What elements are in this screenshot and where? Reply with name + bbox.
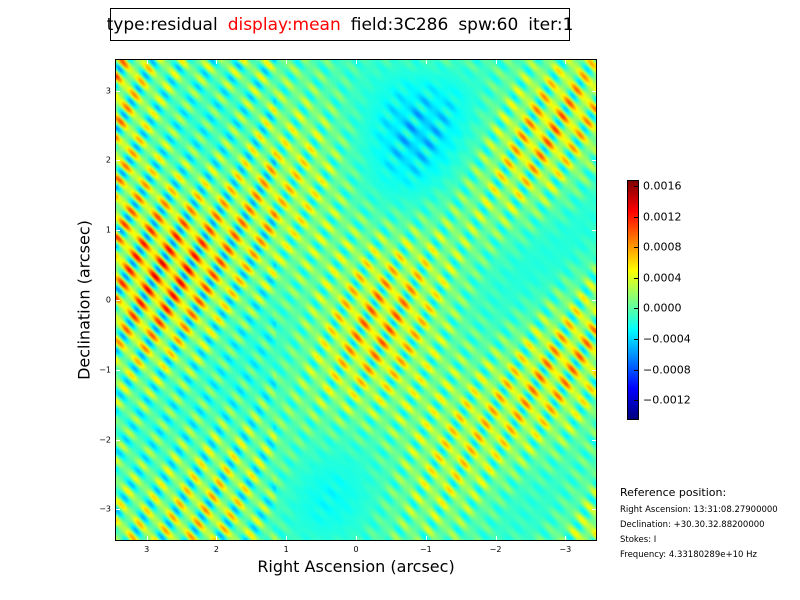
y-tick-mark: [116, 369, 120, 371]
plot-title: type:residual display:mean field:3C286 s…: [106, 8, 574, 41]
reference-stokes: Stokes: I: [620, 535, 657, 545]
y-tick-mark: [592, 369, 596, 371]
reference-position-panel: Reference position: Right Ascension: 13:…: [620, 486, 778, 565]
title-type: type:residual: [106, 14, 218, 35]
x-tick-mark: [425, 60, 427, 64]
y-tick-mark: [116, 160, 120, 162]
colorbar-tick-mark: [634, 400, 639, 402]
reference-dec: Declination: +30.30.32.88200000: [620, 520, 765, 530]
colorbar-tick-label: 0.0000: [643, 301, 682, 315]
colorbar-tick-label: −0.0004: [643, 332, 691, 346]
x-tick-label: 0: [353, 545, 359, 554]
x-tick-mark: [286, 536, 288, 540]
y-tick-label: 3: [105, 86, 111, 96]
reference-ra: Right Ascension: 13:31:08.27900000: [620, 505, 778, 515]
x-tick-label: 2: [213, 545, 219, 554]
colorbar-tick-label: 0.0012: [643, 210, 682, 224]
y-tick-label: −3: [99, 504, 111, 514]
colorbar-tick-label: 0.0008: [643, 240, 682, 254]
x-tick-mark: [565, 536, 567, 540]
title-iter: iter:1: [528, 14, 574, 35]
x-tick-mark: [146, 60, 148, 64]
x-tick-label: −3: [559, 545, 572, 554]
colorbar-tick-label: −0.0012: [643, 393, 691, 407]
x-tick-mark: [495, 536, 497, 540]
x-tick-mark: [146, 536, 148, 540]
y-tick-label: 1: [105, 225, 111, 235]
plot-area: [116, 60, 596, 540]
y-tick-mark: [592, 90, 596, 92]
y-tick-mark: [116, 509, 120, 511]
colorbar-tick-mark: [634, 369, 639, 371]
y-tick-mark: [116, 439, 120, 441]
x-tick-mark: [216, 536, 218, 540]
x-tick-label: 1: [283, 545, 289, 554]
y-tick-label: 2: [105, 155, 111, 165]
reference-frequency: Frequency: 4.33180289e+10 Hz: [620, 550, 757, 560]
y-tick-label: 0: [105, 295, 111, 305]
colorbar-tick-mark: [634, 247, 639, 249]
y-tick-mark: [592, 300, 596, 301]
title-spw: spw:60: [458, 14, 519, 35]
x-tick-mark: [356, 536, 357, 540]
y-tick-mark: [116, 90, 120, 92]
residual-image: [116, 60, 596, 540]
y-tick-mark: [592, 509, 596, 511]
x-tick-mark: [565, 60, 567, 64]
colorbar-tick-label: 0.0004: [643, 271, 682, 285]
x-tick-mark: [216, 60, 218, 64]
y-tick-mark: [592, 230, 596, 232]
y-tick-mark: [116, 230, 120, 232]
x-axis-label: Right Ascension (arcsec): [257, 557, 455, 576]
y-tick-mark: [592, 439, 596, 441]
x-tick-label: 3: [144, 545, 150, 554]
title-field: field:3C286: [350, 14, 449, 35]
y-tick-label: −1: [99, 365, 111, 375]
x-tick-mark: [356, 60, 357, 64]
x-tick-mark: [495, 60, 497, 64]
colorbar-tick-mark: [634, 338, 639, 340]
y-tick-mark: [116, 300, 120, 301]
x-tick-label: −1: [419, 545, 432, 554]
colorbar-tick-label: −0.0008: [643, 363, 691, 377]
reference-heading: Reference position:: [620, 486, 727, 499]
x-tick-label: −2: [489, 545, 502, 554]
colorbar-tick-mark: [634, 308, 639, 310]
y-tick-label: −2: [99, 435, 111, 445]
colorbar-tick-mark: [634, 277, 639, 279]
colorbar-tick-mark: [634, 186, 639, 188]
y-axis-label: Declination (arcsec): [74, 220, 94, 380]
x-tick-mark: [425, 536, 427, 540]
colorbar-tick-mark: [634, 216, 639, 218]
colorbar: [627, 180, 639, 420]
x-tick-mark: [286, 60, 288, 64]
y-tick-mark: [592, 160, 596, 162]
title-display: display:mean: [227, 14, 341, 35]
colorbar-tick-label: 0.0016: [643, 179, 682, 193]
